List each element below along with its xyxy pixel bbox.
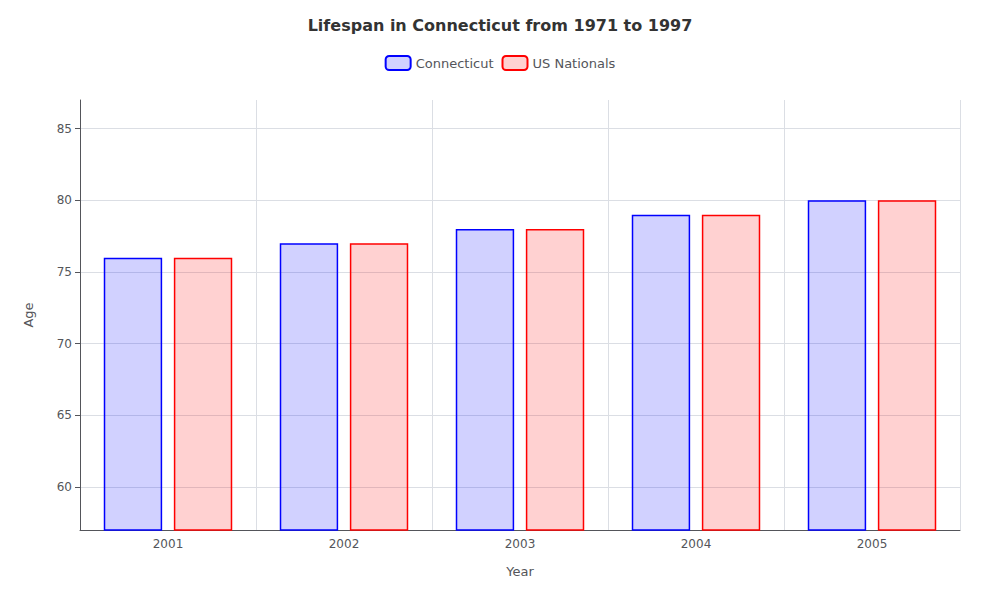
- svg-text:70: 70: [57, 337, 72, 351]
- svg-text:2005: 2005: [857, 537, 888, 551]
- svg-text:65: 65: [57, 408, 72, 422]
- svg-text:2004: 2004: [681, 537, 712, 551]
- svg-text:2002: 2002: [329, 537, 360, 551]
- svg-text:US Nationals: US Nationals: [533, 56, 616, 71]
- svg-text:2003: 2003: [505, 537, 536, 551]
- svg-text:Age: Age: [21, 302, 36, 327]
- svg-text:2001: 2001: [153, 537, 184, 551]
- svg-text:Lifespan in Connecticut from 1: Lifespan in Connecticut from 1971 to 199…: [308, 16, 693, 35]
- svg-text:85: 85: [57, 122, 72, 136]
- svg-text:80: 80: [57, 193, 72, 207]
- svg-text:75: 75: [57, 265, 72, 279]
- svg-text:Connecticut: Connecticut: [416, 56, 494, 71]
- svg-text:Year: Year: [505, 564, 534, 579]
- svg-text:60: 60: [57, 480, 72, 494]
